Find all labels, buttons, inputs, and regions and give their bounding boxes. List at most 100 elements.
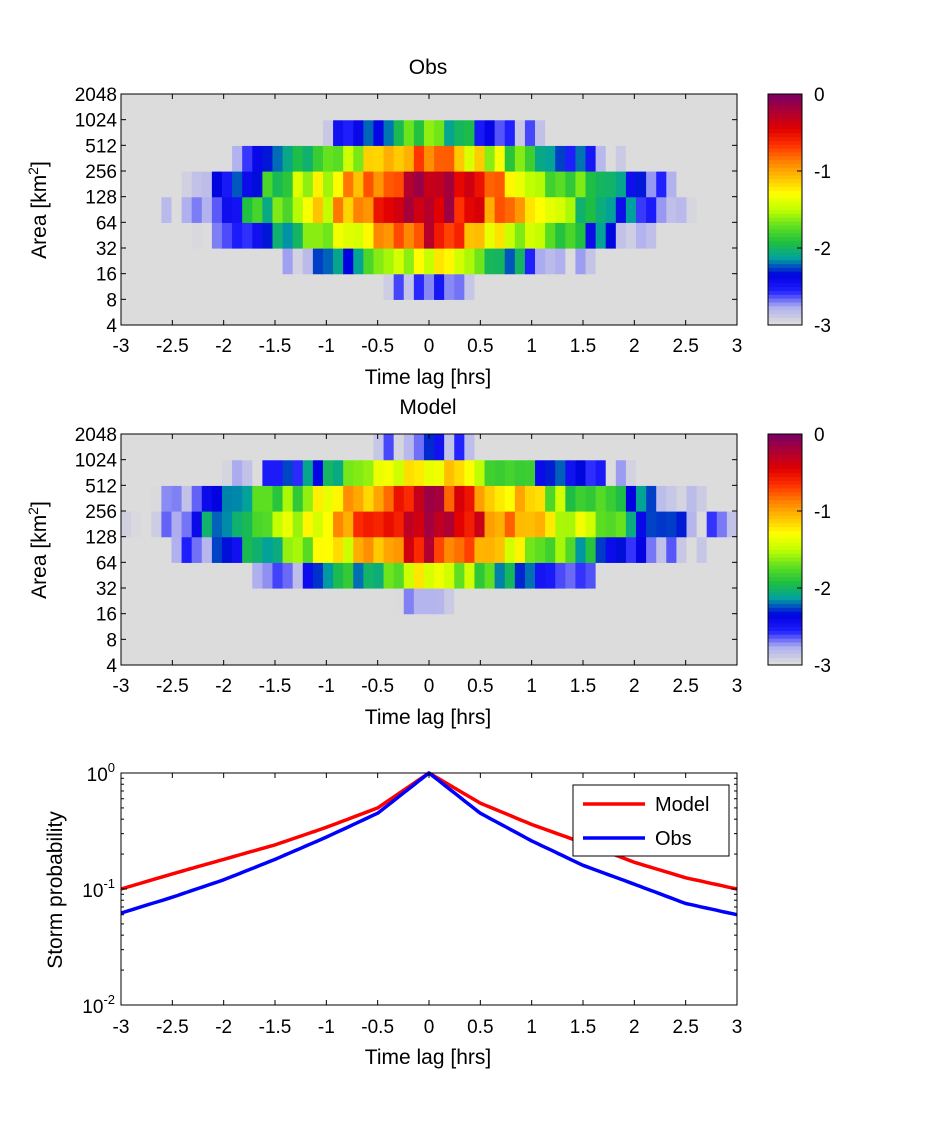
heatmap-cell <box>494 562 506 589</box>
heatmap-cell <box>403 94 415 121</box>
heatmap-cell <box>726 536 738 563</box>
heatmap-cell <box>131 222 142 249</box>
heatmap-cell <box>211 299 223 326</box>
heatmap-cell <box>524 639 536 666</box>
heatmap-cell <box>201 485 213 512</box>
heatmap-cell <box>716 222 728 249</box>
y-tick-label: 8 <box>106 630 117 651</box>
heatmap-cell <box>373 562 385 589</box>
heatmap-cell <box>151 485 162 512</box>
heatmap-cell <box>484 222 496 249</box>
heatmap-cell <box>242 248 253 275</box>
heatmap-cell <box>312 94 324 121</box>
heatmap-cell <box>646 588 657 615</box>
heatmap-cell <box>676 639 688 666</box>
heatmap-cell <box>292 588 304 615</box>
heatmap-cell <box>221 485 233 512</box>
heatmap-cell <box>373 459 385 486</box>
colorbar-swatch <box>768 240 802 245</box>
heatmap-cell <box>494 434 506 461</box>
heatmap-cell <box>434 145 445 172</box>
heatmap-cell <box>333 171 344 198</box>
heatmap-cell <box>161 222 173 249</box>
heatmap-cell <box>292 94 304 121</box>
heatmap-cell <box>595 639 607 666</box>
heatmap-cell <box>676 94 688 121</box>
heatmap-cell <box>201 119 213 146</box>
heatmap-cell <box>575 485 587 512</box>
colorbar-tick-label: -1 <box>814 162 831 183</box>
heatmap-cell <box>171 94 183 121</box>
colorbar-swatch <box>768 480 802 485</box>
heatmap-cell <box>504 94 516 121</box>
heatmap-cell <box>575 273 587 300</box>
heatmap-cell <box>232 639 243 666</box>
heatmap-cell <box>706 588 718 615</box>
heatmap-cell <box>282 588 294 615</box>
heatmap-cell <box>221 511 233 538</box>
heatmap-cell <box>201 196 213 223</box>
heatmap-cell <box>252 196 263 223</box>
heatmap-cell <box>464 485 476 512</box>
heatmap-cell <box>524 588 536 615</box>
heatmap-cell <box>141 562 152 589</box>
heatmap-cell <box>504 562 516 589</box>
heatmap-cell <box>585 94 597 121</box>
heatmap-cell <box>252 273 263 300</box>
heatmap-cell <box>726 562 738 589</box>
colorbar-swatch <box>768 584 802 589</box>
heatmap-cell <box>595 248 607 275</box>
colorbar-swatch <box>768 449 802 454</box>
heatmap-cell <box>605 511 617 538</box>
heatmap-cell <box>585 119 597 146</box>
colorbar-swatch <box>768 588 802 593</box>
heatmap-cell <box>171 613 183 640</box>
heatmap-cell <box>615 434 627 461</box>
heatmap-cell <box>494 248 506 275</box>
heatmap-cell <box>302 511 314 538</box>
heatmap-cell <box>252 222 263 249</box>
heatmap-cell <box>474 511 486 538</box>
heatmap-cell <box>423 119 435 146</box>
heatmap-cell <box>524 485 536 512</box>
heatmap-cell <box>282 485 294 512</box>
heatmap-cell <box>242 119 253 146</box>
heatmap-cell <box>302 273 314 300</box>
heatmap-cell <box>595 273 607 300</box>
heatmap-cell <box>444 536 455 563</box>
heatmap-cell <box>302 562 314 589</box>
heatmap-cell <box>585 196 597 223</box>
y-tick-label: 256 <box>85 162 117 183</box>
colorbar-swatch <box>768 321 802 326</box>
heatmap-cell <box>151 613 162 640</box>
heatmap-cell <box>322 562 334 589</box>
colorbar-swatch <box>768 201 802 207</box>
heatmap-cell <box>282 145 294 172</box>
heatmap-cell <box>444 511 455 538</box>
heatmap-cell <box>636 196 647 223</box>
colorbar-swatch <box>768 553 802 558</box>
heatmap-cell <box>131 536 142 563</box>
heatmap-cell <box>221 459 233 486</box>
heatmap-cell <box>504 171 516 198</box>
heatmap-cell <box>343 171 354 198</box>
heatmap-cell <box>312 222 324 249</box>
heatmap-cell <box>716 459 728 486</box>
heatmap-cell <box>716 536 728 563</box>
colorbar-swatch <box>768 290 802 295</box>
heatmap-cell <box>211 248 223 275</box>
colorbar-swatch <box>768 522 802 527</box>
heatmap-cell <box>393 485 405 512</box>
heatmap-cell <box>171 485 183 512</box>
heatmap-cell <box>181 434 193 461</box>
heatmap-cell <box>292 119 304 146</box>
heatmap-cell <box>373 171 385 198</box>
heatmap-cell <box>514 613 526 640</box>
heatmap-cell <box>575 511 587 538</box>
colorbar-swatch <box>768 503 802 508</box>
colorbar-swatch <box>768 159 802 164</box>
heatmap-cell <box>181 299 193 326</box>
heatmap-cell <box>434 562 445 589</box>
heatmap-cell <box>605 299 617 326</box>
heatmap-cell <box>646 94 657 121</box>
